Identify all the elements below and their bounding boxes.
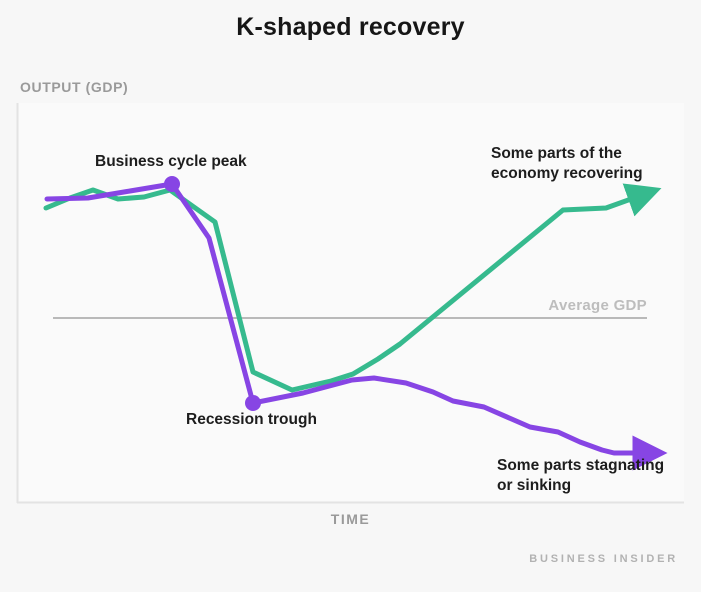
- annotation-economy-recovering: Some parts of the economy recovering: [491, 144, 643, 184]
- annotation-parts-sinking: Some parts stagnating or sinking: [497, 456, 664, 496]
- annotation-parts-sinking-line1: Some parts stagnating: [497, 457, 665, 474]
- x-axis-label: TIME: [330, 511, 371, 527]
- annotation-business-cycle-peak: Business cycle peak: [95, 153, 247, 170]
- y-axis-label: OUTPUT (GDP): [20, 79, 129, 95]
- chart-title: K-shaped recovery: [236, 13, 465, 41]
- average-gdp-label: Average GDP: [548, 297, 647, 314]
- annotation-recession-trough: Recession trough: [186, 411, 317, 428]
- annotation-economy-recovering-line1: Some parts of the: [491, 145, 622, 162]
- annotation-economy-recovering-line2: economy recovering: [491, 165, 643, 182]
- recession-trough-marker: [245, 395, 261, 411]
- annotation-parts-sinking-line2: or sinking: [497, 477, 572, 494]
- business-cycle-peak-marker: [164, 176, 180, 192]
- business-insider-logo: BUSINESS INSIDER: [529, 553, 678, 565]
